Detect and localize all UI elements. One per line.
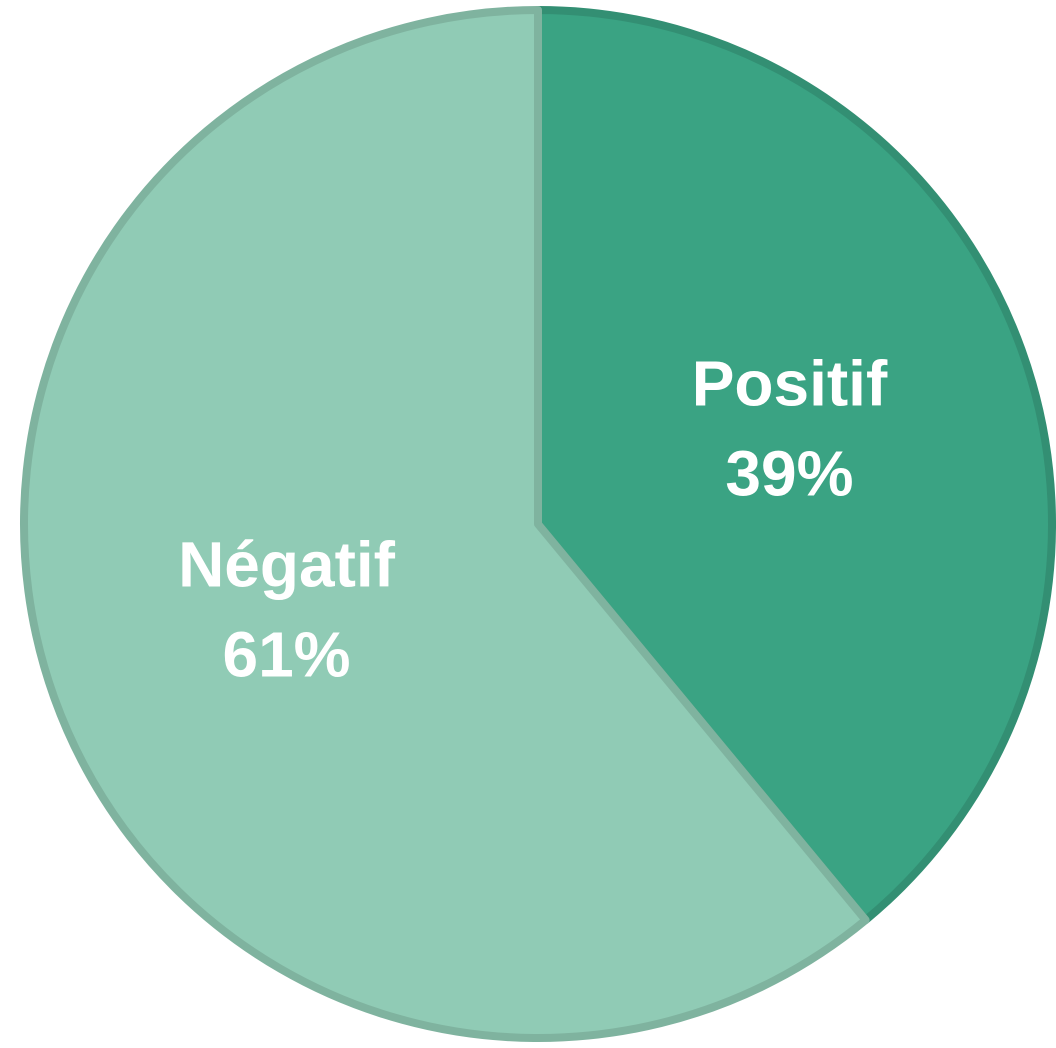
pie-slice (534, 6, 1056, 925)
pie-slice (20, 6, 870, 1042)
slice-value-label: 61% (222, 618, 350, 690)
slice-label: Positif (692, 347, 888, 419)
slice-value-label: 39% (725, 437, 853, 509)
slice-label: Négatif (178, 528, 396, 600)
